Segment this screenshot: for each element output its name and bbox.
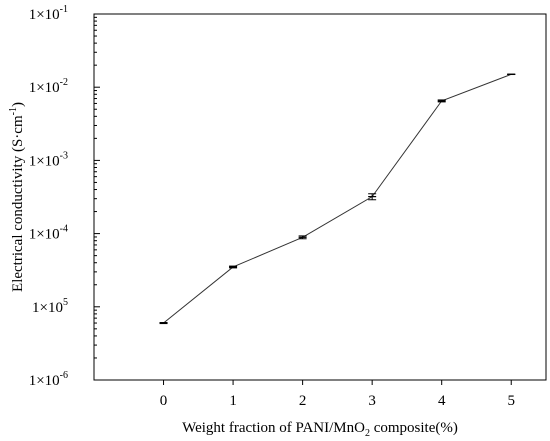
y-axis-label-main: Electrical conductivity (S·cm [10,115,26,292]
y-tick-label-base: 1×10 [29,153,60,169]
x-tick-label: 5 [507,393,515,409]
plot-frame [93,13,547,381]
x-axis-label-main: Weight fraction of PANI/MnO [182,420,365,436]
y-tick-label: 1×10-2 [29,77,68,96]
y-axis-label: Electrical conductivity (S·cm-1) [8,102,26,292]
y-tick-label-exponent: 5 [63,297,68,308]
y-tick-label-base: 1×10 [32,300,63,316]
y-tick-label: 1×10-6 [29,370,68,389]
x-axis-label-tail: composite(%) [370,420,458,436]
y-tick-label-base: 1×10 [29,7,60,23]
y-tick-label-exponent: -4 [60,224,68,235]
y-tick-label-base: 1×10 [29,80,60,96]
y-axis-label-superscript: -1 [8,107,19,115]
y-tick-label: 1×10-1 [29,4,68,23]
x-axis-label: Weight fraction of PANI/MnO2 composite(%… [182,420,458,439]
y-tick-label-base: 1×10 [29,227,60,243]
data-point [229,265,238,269]
y-tick-label-exponent: -1 [60,4,68,15]
y-axis-label-tail: ) [10,102,26,107]
y-tick-label-exponent: -3 [60,150,68,161]
x-tick-label: 4 [438,393,446,409]
data-point [437,99,446,103]
y-tick-label-base: 1×10 [29,373,60,389]
x-tick-label: 1 [229,393,237,409]
x-tick-label: 3 [368,393,376,409]
y-tick-label: 1×10-4 [29,224,68,243]
y-tick-label: 1×105 [32,297,68,316]
x-tick-label: 0 [160,393,168,409]
y-tick-label-exponent: -2 [60,77,68,88]
x-axis-label-subscript: 2 [365,428,370,439]
x-axis: 0 1 2 3 4 5 [160,380,515,409]
data-point [368,193,377,201]
y-tick-label: 1×10-3 [29,150,68,169]
x-tick-label: 2 [299,393,307,409]
data-point [159,322,168,325]
series-line [163,73,512,324]
y-tick-label-exponent: -6 [60,370,68,381]
series-layer [159,73,516,325]
data-point [298,235,307,240]
